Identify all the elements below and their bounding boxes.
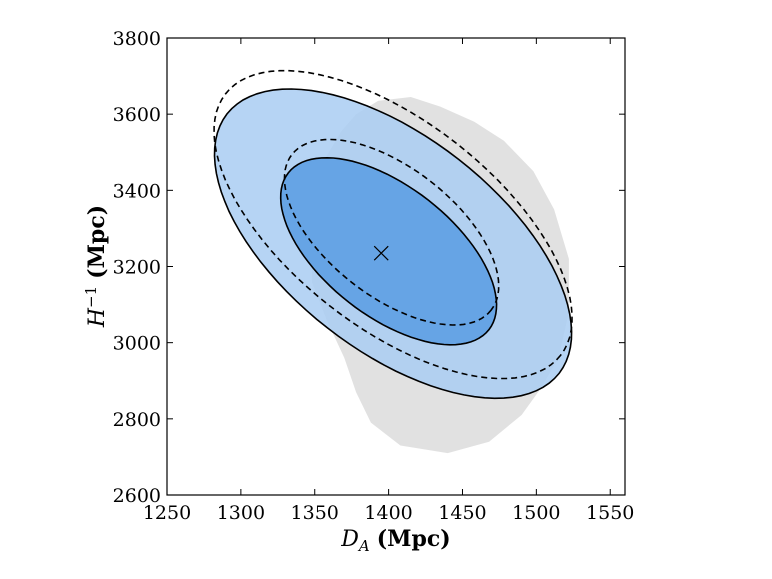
- y-tick-label-2600: 2600: [113, 485, 161, 507]
- x-tick-label-1300: 1300: [217, 502, 265, 524]
- x-tick-label-1400: 1400: [364, 502, 412, 524]
- y-tick-label-3600: 3600: [113, 104, 161, 126]
- y-axis-symbol: H: [85, 307, 110, 328]
- x-axis-symbol: D: [340, 527, 359, 552]
- y-axis-superscript: −1: [82, 286, 100, 308]
- x-axis-unit: (Mpc): [377, 526, 451, 552]
- y-axis-label: H−1 (Mpc): [82, 205, 110, 328]
- x-axis-subscript: A: [357, 537, 370, 555]
- y-tick-label-3400: 3400: [113, 180, 161, 202]
- y-tick-label-3800: 3800: [113, 28, 161, 50]
- x-tick-label-1450: 1450: [438, 502, 486, 524]
- y-tick-label-2800: 2800: [113, 409, 161, 431]
- y-axis-unit: (Mpc): [84, 205, 110, 279]
- best-fit-marker: [373, 245, 389, 261]
- y-tick-label-3200: 3200: [113, 257, 161, 279]
- x-axis-label: DA (Mpc): [340, 526, 450, 555]
- x-tick-label-1500: 1500: [512, 502, 560, 524]
- contour-dashed-95: [213, 69, 573, 380]
- blue-68-fill: [280, 157, 497, 345]
- x-tick-label-1550: 1550: [586, 502, 634, 524]
- y-tick-label-3000: 3000: [113, 333, 161, 355]
- contour-solid-68: [279, 156, 498, 346]
- contour-dashed-68: [283, 138, 500, 326]
- x-tick-label-1250: 1250: [143, 502, 191, 524]
- x-tick-label-1350: 1350: [291, 502, 339, 524]
- contour-solid-95: [213, 88, 573, 400]
